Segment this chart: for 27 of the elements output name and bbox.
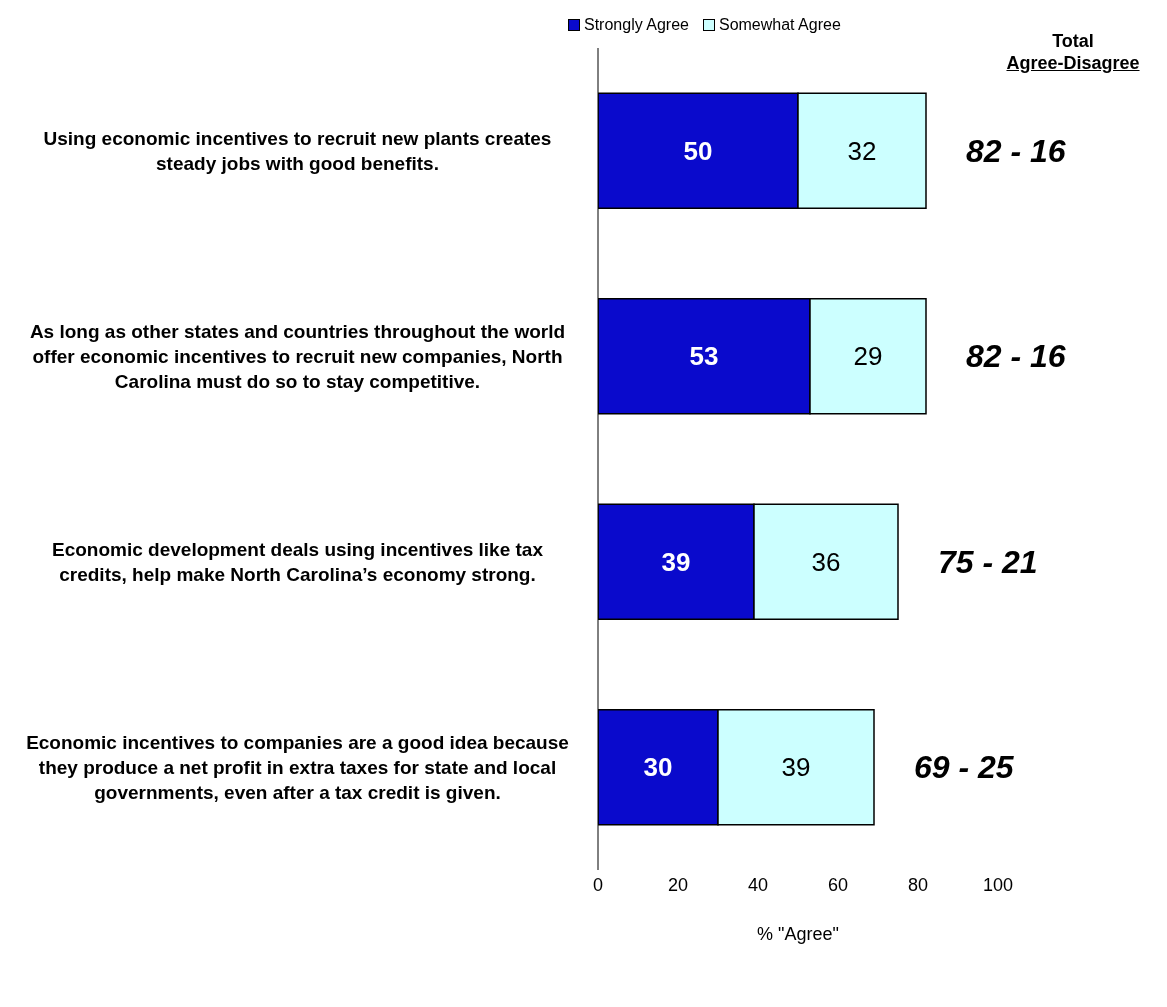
total-label: 69 - 25 (914, 749, 1015, 786)
x-tick-label: 0 (592, 874, 604, 895)
total-label: 82 - 16 (966, 132, 1066, 169)
x-tick-label: 80 (907, 874, 929, 895)
data-label: 53 (689, 341, 719, 372)
legend-label: Somewhat Agree (717, 16, 841, 34)
data-label: 39 (781, 752, 811, 783)
y-tick-label: Economic incentives to companies are a good idea because they produce a net profit in extra taxes for state and local governments, even after a tax credit is given. (25, 730, 570, 805)
y-tick-label: Using economic incentives to recruit new plants creates steady jobs with good benefits. (42, 126, 553, 176)
y-tick-label: Economic development deals using incentives like tax credits, help make North Carolina’s economy strong. (51, 537, 544, 587)
text: Total (1051, 30, 1095, 52)
x-tick-label: 40 (747, 874, 769, 895)
text: Agree-Disagree (1005, 52, 1141, 74)
data-label: 39 (661, 546, 691, 577)
total-label: 82 - 16 (966, 338, 1066, 375)
x-tick-label: 60 (827, 874, 849, 895)
total-label: 75 - 21 (938, 543, 1038, 580)
data-label: 32 (847, 135, 877, 166)
data-label: 50 (683, 135, 713, 166)
x-tick-label: 100 (982, 874, 1014, 895)
data-label: 29 (853, 341, 883, 372)
data-label: 30 (643, 752, 673, 783)
legend-label: Strongly Agree (583, 16, 689, 34)
data-label: 36 (811, 546, 841, 577)
y-tick-label: As long as other states and countries throughout the world offer economic incentives to recruit new companies, North Carolina must do so to stay competitive. (28, 319, 567, 394)
x-tick-label: 20 (667, 874, 689, 895)
x-axis-title: % "Agree" (757, 924, 839, 944)
